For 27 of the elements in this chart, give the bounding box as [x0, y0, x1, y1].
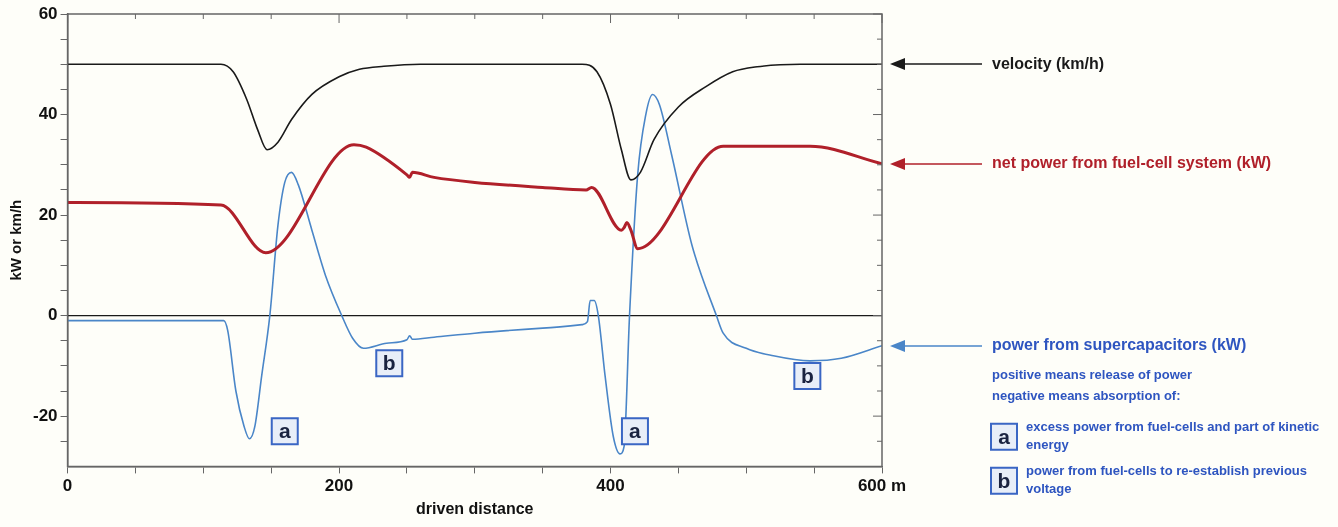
- x-tick-label: 600 m: [857, 476, 907, 496]
- annotation: b: [382, 351, 396, 375]
- x-tick-label: 400: [596, 476, 625, 496]
- annotation: b: [800, 363, 814, 387]
- annotation: a: [629, 419, 642, 443]
- y-axis-title: kW or km/h: [7, 199, 25, 281]
- x-tick-label: 200: [324, 476, 354, 496]
- text: excess power from fuel-cells and part of kinetic energy: [1026, 419, 1320, 453]
- text: velocity (km/h): [992, 54, 1105, 72]
- y-tick-label: 20: [38, 204, 58, 224]
- line-series: [67, 63, 882, 181]
- text: power from supercapacitors (kW): [992, 336, 1247, 354]
- y-tick-label: 0: [48, 305, 58, 325]
- text: negative means absorption of:: [992, 388, 1181, 404]
- text: net power from fuel-cell system (kW): [992, 154, 1272, 172]
- text: positive means release of power: [992, 367, 1193, 383]
- annotation: a: [278, 419, 291, 443]
- line-series: [67, 143, 882, 255]
- line-series: [67, 93, 882, 455]
- y-tick-label: 60: [38, 3, 58, 23]
- text: b: [997, 468, 1011, 492]
- y-tick-label: -20: [32, 405, 58, 425]
- text: a: [998, 424, 1011, 448]
- y-tick-label: 40: [38, 104, 58, 124]
- x-tick-label: 0: [62, 476, 73, 496]
- text: power from fuel-cells to re-establish previous voltage: [1026, 463, 1308, 497]
- x-axis-title: driven distance: [416, 499, 534, 517]
